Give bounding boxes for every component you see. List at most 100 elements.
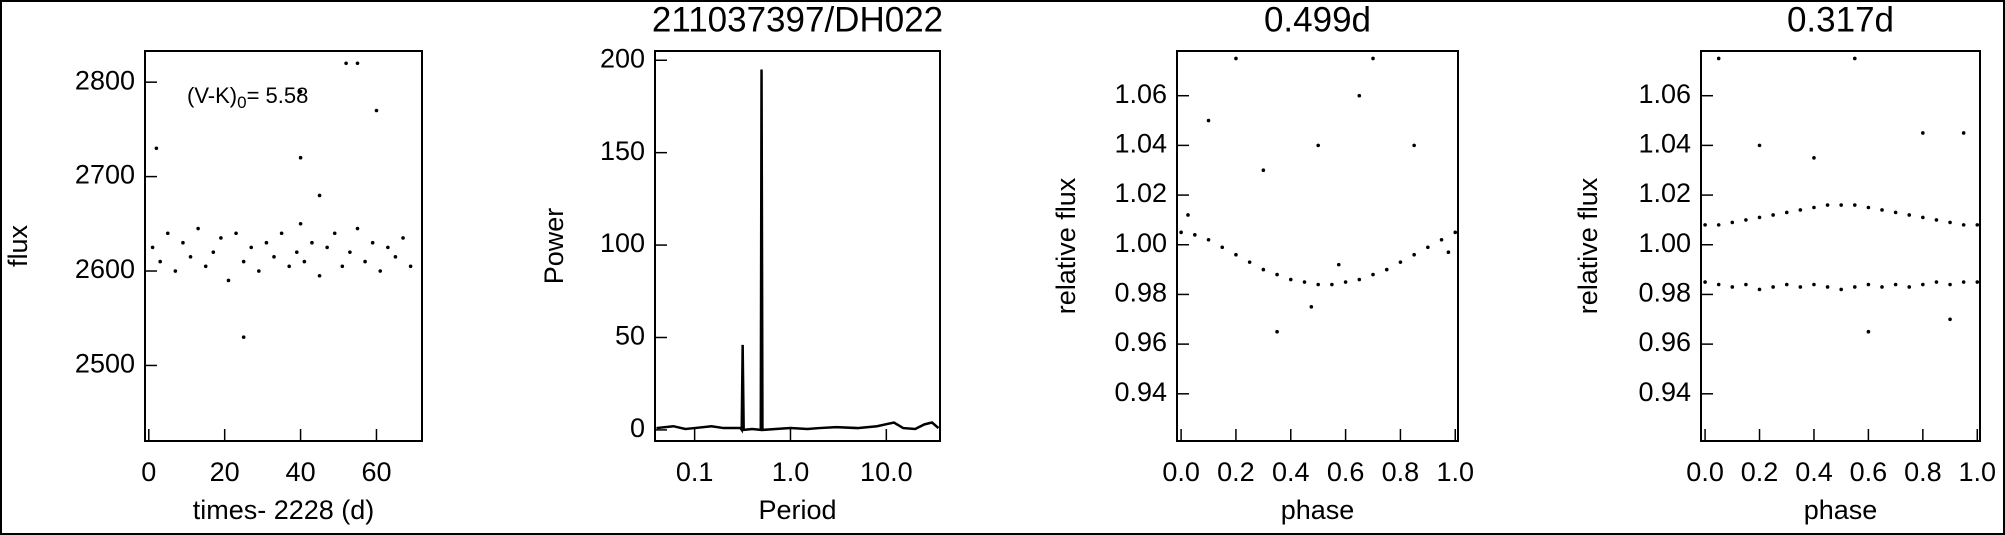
data-point xyxy=(1852,285,1857,289)
data-point xyxy=(374,108,379,113)
y-tick-label: 0 xyxy=(630,413,645,443)
data-point xyxy=(226,278,231,283)
data-point xyxy=(203,264,208,269)
data-point xyxy=(363,259,367,264)
data-point xyxy=(1744,218,1748,222)
data-point xyxy=(1302,280,1307,284)
data-point xyxy=(1186,213,1190,217)
data-point xyxy=(1193,233,1197,237)
plot-frame xyxy=(1176,50,1459,442)
data-point xyxy=(1839,203,1843,207)
data-point xyxy=(1757,215,1762,220)
x-tick-label: 0.2 xyxy=(1741,457,1779,487)
data-point xyxy=(1371,56,1375,61)
data-point xyxy=(234,231,238,236)
data-point xyxy=(211,250,216,254)
y-tick-label: 150 xyxy=(600,136,645,166)
annotation-text: (V-K) xyxy=(187,83,237,108)
data-point xyxy=(1730,220,1735,225)
annotation-subscript: 0 xyxy=(237,93,246,112)
x-tick-label: 0.2 xyxy=(1217,457,1255,487)
data-point xyxy=(294,250,299,254)
data-point xyxy=(154,146,159,151)
y-tick-label: 1.04 xyxy=(1638,129,1691,159)
panel-title: 211037397/DH022 xyxy=(652,0,943,39)
x-tick-label: 0.4 xyxy=(1795,457,1833,487)
data-point xyxy=(1384,267,1389,272)
data-point xyxy=(241,335,246,339)
data-point xyxy=(298,155,303,160)
data-point xyxy=(1852,56,1857,61)
data-point xyxy=(1771,213,1775,217)
x-tick-label: 0.4 xyxy=(1272,457,1310,487)
y-tick-label: 1.06 xyxy=(1638,79,1691,109)
data-point xyxy=(1852,203,1857,207)
data-point xyxy=(1921,282,1925,287)
data-point xyxy=(1921,215,1925,220)
y-axis-label: flux xyxy=(3,224,33,267)
data-point xyxy=(344,61,348,66)
data-point xyxy=(1744,282,1748,287)
data-point xyxy=(1288,277,1293,282)
data-point xyxy=(165,231,170,236)
data-point xyxy=(1812,282,1816,287)
data-point xyxy=(1866,205,1871,210)
data-point xyxy=(1357,93,1362,98)
power-line xyxy=(656,69,940,434)
x-tick-label: 0.0 xyxy=(1686,457,1724,487)
data-point xyxy=(264,240,269,245)
data-point xyxy=(1234,252,1238,257)
data-point xyxy=(1757,287,1762,292)
data-point xyxy=(1309,305,1314,309)
data-point xyxy=(279,231,284,236)
data-point xyxy=(386,245,390,250)
x-tick-label: 10.0 xyxy=(860,457,913,487)
data-point xyxy=(393,255,398,259)
data-point xyxy=(1336,262,1341,267)
data-point xyxy=(1961,280,1966,284)
plot-frame xyxy=(654,50,941,442)
y-tick-label: 0.96 xyxy=(1638,327,1691,357)
data-point xyxy=(1880,208,1884,212)
data-point xyxy=(1948,282,1952,287)
x-tick-label: 0.0 xyxy=(1162,457,1200,487)
data-point xyxy=(1880,285,1884,289)
data-point xyxy=(1975,280,1980,284)
data-point xyxy=(1771,285,1775,289)
data-point xyxy=(287,264,291,269)
data-point xyxy=(196,226,200,231)
annotation-suffix: = 5.58 xyxy=(247,83,309,108)
data-point xyxy=(1206,118,1211,123)
data-point xyxy=(1825,285,1830,289)
plot-frame xyxy=(144,50,423,442)
data-point xyxy=(1784,282,1789,287)
data-point xyxy=(1371,272,1375,277)
y-tick-label: 200 xyxy=(600,43,645,73)
data-point xyxy=(1439,237,1444,242)
x-axis-label: phase xyxy=(1281,495,1355,525)
data-point xyxy=(219,236,223,240)
data-point xyxy=(310,240,314,245)
y-tick-label: 1.04 xyxy=(1114,129,1167,159)
y-tick-label: 0.96 xyxy=(1114,327,1167,357)
data-point xyxy=(1812,205,1816,210)
data-point xyxy=(1798,208,1803,212)
data-point xyxy=(1921,131,1925,135)
data-point xyxy=(302,259,307,264)
y-axis-label: relative flux xyxy=(1051,177,1081,314)
y-tick-label: 0.94 xyxy=(1638,377,1691,407)
x-axis-label: Period xyxy=(758,495,836,525)
data-point xyxy=(401,236,405,240)
x-tick-label: 1.0 xyxy=(772,457,810,487)
data-point xyxy=(249,245,254,250)
data-point xyxy=(257,269,261,273)
data-point xyxy=(188,255,193,259)
y-tick-label: 1.06 xyxy=(1114,79,1167,109)
data-point xyxy=(1839,287,1843,292)
data-point xyxy=(325,245,329,250)
data-point xyxy=(1316,282,1320,287)
y-tick-label: 1.00 xyxy=(1114,228,1167,258)
